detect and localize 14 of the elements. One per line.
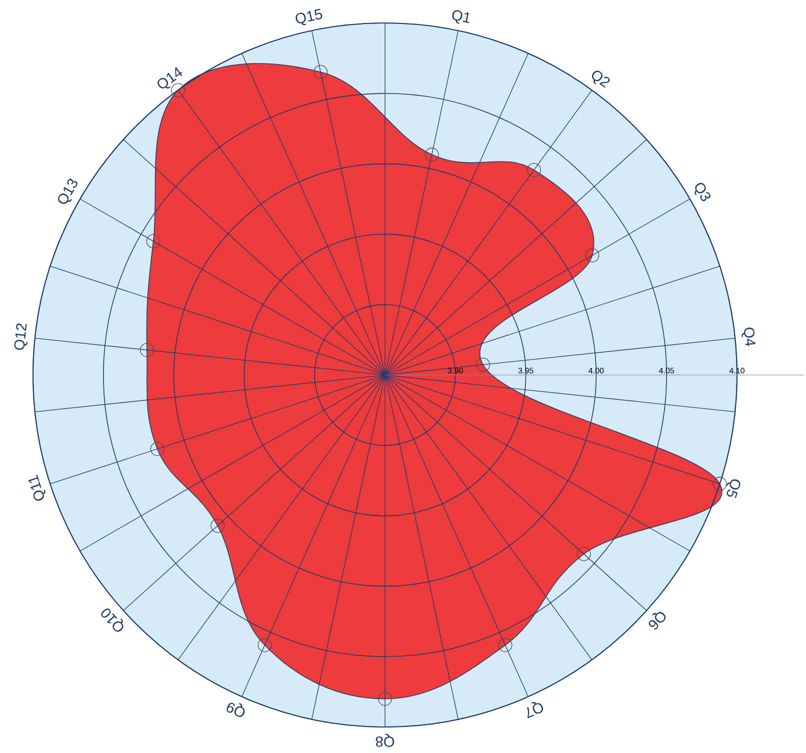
spoke-label: Q8	[376, 734, 394, 747]
spoke-label: Q5	[726, 479, 740, 498]
spoke-label: Q7	[526, 702, 544, 718]
spoke-label: Q11	[28, 474, 46, 501]
spoke-label: Q12	[14, 324, 28, 350]
spoke-label: Q1	[452, 10, 470, 24]
spoke-label: Q10	[101, 608, 124, 632]
spoke-label: Q4	[742, 328, 756, 346]
spoke-label: Q9	[226, 702, 245, 717]
spoke-label: Q3	[694, 182, 710, 202]
spoke-label: Q2	[592, 70, 610, 88]
spoke-label: Q6	[648, 612, 666, 630]
spoke-label: Q14	[158, 67, 182, 89]
spoke-label: Q15	[296, 8, 322, 26]
